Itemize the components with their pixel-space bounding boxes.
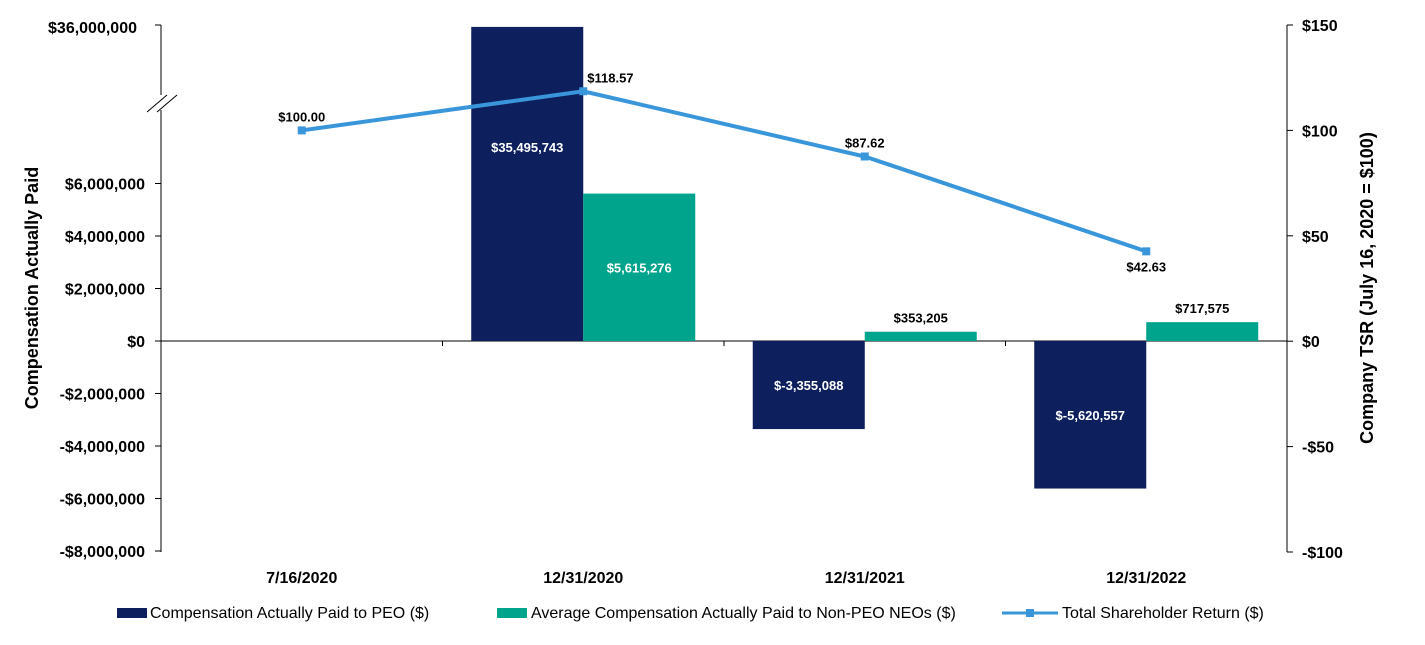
peo-bar-label: $-5,620,557: [1056, 408, 1125, 423]
left-top-tick-label: $36,000,000: [48, 20, 137, 37]
left-tick-label: $4,000,000: [65, 229, 145, 246]
legend-label-peo: Compensation Actually Paid to PEO ($): [150, 605, 429, 622]
tsr-series-line: [301, 89, 1147, 254]
left-tick-label: $2,000,000: [65, 282, 145, 299]
x-tick-label: 12/31/2022: [1106, 570, 1186, 587]
legend-label-tsr: Total Shareholder Return ($): [1062, 605, 1264, 622]
neo-bar: [864, 331, 977, 341]
peo-bar: [752, 341, 865, 430]
legend-marker-tsr: [1026, 609, 1034, 617]
x-tick-label: 7/16/2020: [266, 570, 337, 587]
tsr-line: [297, 87, 1151, 256]
tsr-label: $100.00: [278, 109, 325, 124]
right-tick-label: $100: [1302, 123, 1338, 140]
legend-swatch-peo: [117, 608, 147, 618]
tsr-point: [860, 152, 869, 161]
neo-bar-label: $717,575: [1175, 301, 1229, 316]
right-tick-label: -$50: [1302, 440, 1334, 457]
legend-swatch-neo: [497, 608, 527, 618]
legend: Compensation Actually Paid to PEO ($) Ave…: [117, 605, 1264, 622]
right-tick-label: $0: [1302, 334, 1320, 351]
left-tick-label: $6,000,000: [65, 177, 145, 194]
tsr-label: $87.62: [845, 135, 885, 150]
left-tick-label: -$8,000,000: [60, 544, 146, 561]
tsr-label: $42.63: [1126, 259, 1166, 274]
left-tick-label: -$2,000,000: [60, 387, 146, 404]
tsr-point: [297, 126, 306, 135]
peo-bar-label: $35,495,743: [491, 140, 563, 155]
neo-bar-label: $5,615,276: [607, 260, 672, 275]
right-tick-label: -$100: [1302, 545, 1343, 562]
neo-bar-label: $353,205: [894, 311, 948, 326]
axis-break-mark: [146, 94, 168, 113]
tsr-label: $118.57: [587, 70, 633, 85]
peo-bar-label: $-3,355,088: [774, 378, 843, 393]
peo-bar: [1034, 341, 1147, 489]
x-tick-label: 12/31/2020: [543, 570, 623, 587]
neo-bar: [1146, 322, 1259, 341]
axes: -$8,000,000 -$6,000,000 -$4,000,000 -$2,000…: [22, 18, 1377, 587]
right-tick-label: $150: [1302, 18, 1338, 35]
x-tick-label: 12/31/2021: [825, 570, 905, 587]
right-tick-label: $50: [1302, 229, 1329, 246]
neo-bar: [583, 193, 696, 341]
left-tick-label: $0: [127, 334, 145, 351]
axis-break-mark: [156, 94, 178, 113]
bars: [471, 26, 1259, 489]
legend-label-neo: Average Compensation Actually Paid to No…: [531, 605, 956, 622]
tsr-point: [1142, 247, 1151, 256]
peo-bar: [471, 26, 584, 342]
data-labels: $35,495,743 $-3,355,088 $-5,620,557 $5,615,…: [278, 70, 1229, 423]
left-tick-label: -$4,000,000: [60, 439, 146, 456]
left-tick-label: -$6,000,000: [60, 492, 146, 509]
left-axis-title: Compensation Actually Paid: [22, 167, 42, 409]
tsr-point: [579, 87, 588, 96]
right-axis-title: Company TSR (July 16, 2020 = $100): [1357, 132, 1377, 444]
